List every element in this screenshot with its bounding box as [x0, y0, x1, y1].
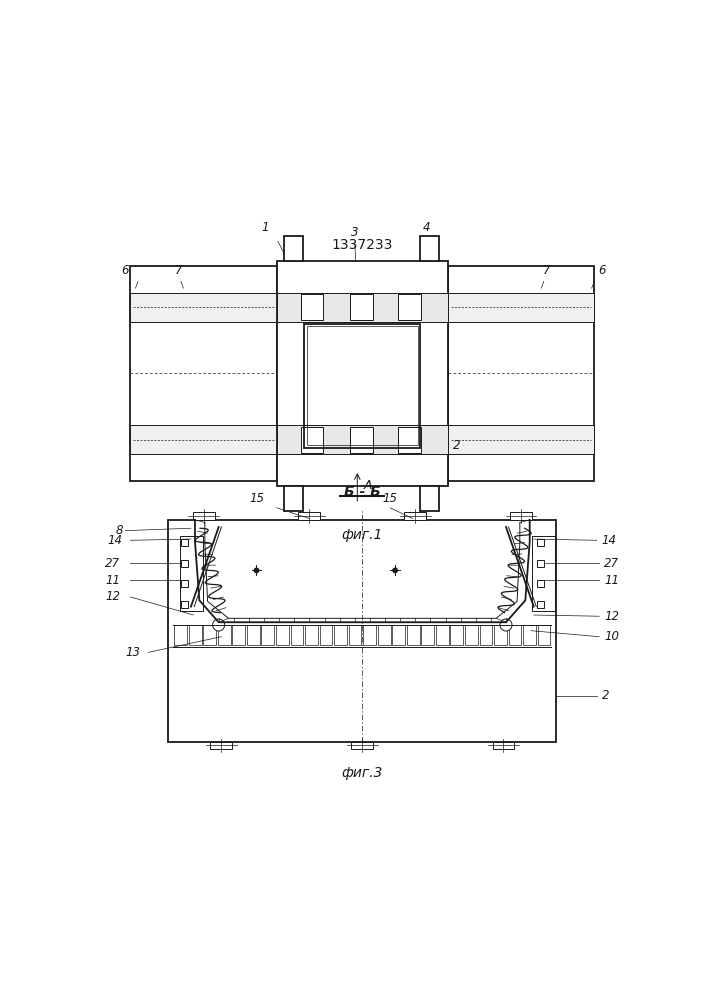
Text: фиг.1: фиг.1	[341, 528, 383, 542]
Bar	[218, 625, 230, 645]
Bar	[404, 512, 426, 520]
Text: 12: 12	[604, 610, 619, 623]
Bar	[392, 625, 405, 645]
Circle shape	[500, 619, 512, 631]
Text: 11: 11	[604, 574, 619, 587]
Bar	[398, 294, 421, 320]
Text: 2: 2	[453, 439, 460, 452]
Text: 4: 4	[423, 221, 431, 234]
Bar	[181, 580, 188, 587]
Bar	[305, 324, 420, 448]
Text: 6: 6	[122, 264, 129, 277]
Bar	[298, 512, 320, 520]
Bar	[532, 536, 556, 611]
Bar	[300, 294, 323, 320]
Bar	[320, 625, 332, 645]
Bar	[493, 742, 515, 749]
Bar	[210, 742, 232, 749]
Bar	[349, 625, 361, 645]
Bar	[363, 625, 376, 645]
Bar	[407, 625, 420, 645]
Bar	[351, 742, 373, 749]
Text: 6: 6	[598, 264, 605, 277]
Bar	[181, 560, 188, 567]
Bar	[494, 625, 507, 645]
Bar	[523, 625, 536, 645]
Bar	[378, 625, 390, 645]
Text: 15: 15	[382, 492, 397, 505]
Bar	[174, 625, 187, 645]
Bar	[351, 427, 373, 453]
Text: 7: 7	[542, 264, 550, 277]
Text: 2: 2	[602, 689, 609, 702]
Bar	[420, 486, 440, 511]
Bar	[510, 512, 532, 520]
Bar	[479, 625, 492, 645]
Bar	[465, 625, 478, 645]
Bar	[181, 539, 188, 546]
Circle shape	[393, 568, 397, 573]
Circle shape	[213, 619, 225, 631]
Bar	[181, 601, 188, 608]
Text: 3: 3	[351, 226, 358, 239]
Bar	[538, 625, 551, 645]
Text: 14: 14	[602, 534, 617, 547]
Bar	[276, 625, 288, 645]
Bar	[307, 326, 418, 445]
Bar	[233, 625, 245, 645]
Bar	[448, 293, 594, 322]
Bar	[334, 625, 347, 645]
Text: A: A	[364, 479, 373, 492]
Text: 11: 11	[105, 574, 120, 587]
Bar	[305, 625, 318, 645]
Text: 15: 15	[249, 492, 264, 505]
Bar	[537, 539, 544, 546]
Bar	[537, 601, 544, 608]
Bar	[262, 625, 274, 645]
Text: Б - Б: Б - Б	[344, 485, 380, 499]
Text: 1: 1	[262, 221, 269, 234]
Bar	[189, 625, 201, 645]
Text: 12: 12	[105, 590, 120, 603]
Bar	[276, 261, 448, 486]
Bar	[450, 625, 463, 645]
Bar	[420, 236, 440, 261]
Bar	[537, 560, 544, 567]
Bar	[131, 425, 276, 454]
Text: 10: 10	[604, 630, 619, 643]
Bar	[508, 625, 522, 645]
Bar	[131, 293, 276, 322]
Text: 27: 27	[105, 557, 120, 570]
Text: фиг.3: фиг.3	[341, 766, 383, 780]
Bar	[276, 425, 448, 454]
Bar	[448, 425, 594, 454]
Bar	[537, 580, 544, 587]
Bar	[448, 266, 594, 481]
Bar	[291, 625, 303, 645]
Bar	[276, 293, 448, 322]
Bar	[168, 520, 556, 742]
Text: 27: 27	[604, 557, 619, 570]
Text: 1337233: 1337233	[332, 238, 393, 252]
Bar	[192, 512, 214, 520]
Bar	[284, 236, 303, 261]
Circle shape	[255, 568, 259, 573]
Text: 7: 7	[175, 264, 182, 277]
Bar	[203, 625, 216, 645]
Text: 14: 14	[108, 534, 123, 547]
Text: 8: 8	[115, 524, 123, 537]
Bar	[351, 294, 373, 320]
Bar	[436, 625, 449, 645]
Bar	[131, 266, 276, 481]
Bar	[300, 427, 323, 453]
Bar	[421, 625, 434, 645]
Text: 13: 13	[126, 646, 141, 659]
Bar	[180, 536, 203, 611]
Bar	[398, 427, 421, 453]
Bar	[247, 625, 259, 645]
Bar	[284, 486, 303, 511]
